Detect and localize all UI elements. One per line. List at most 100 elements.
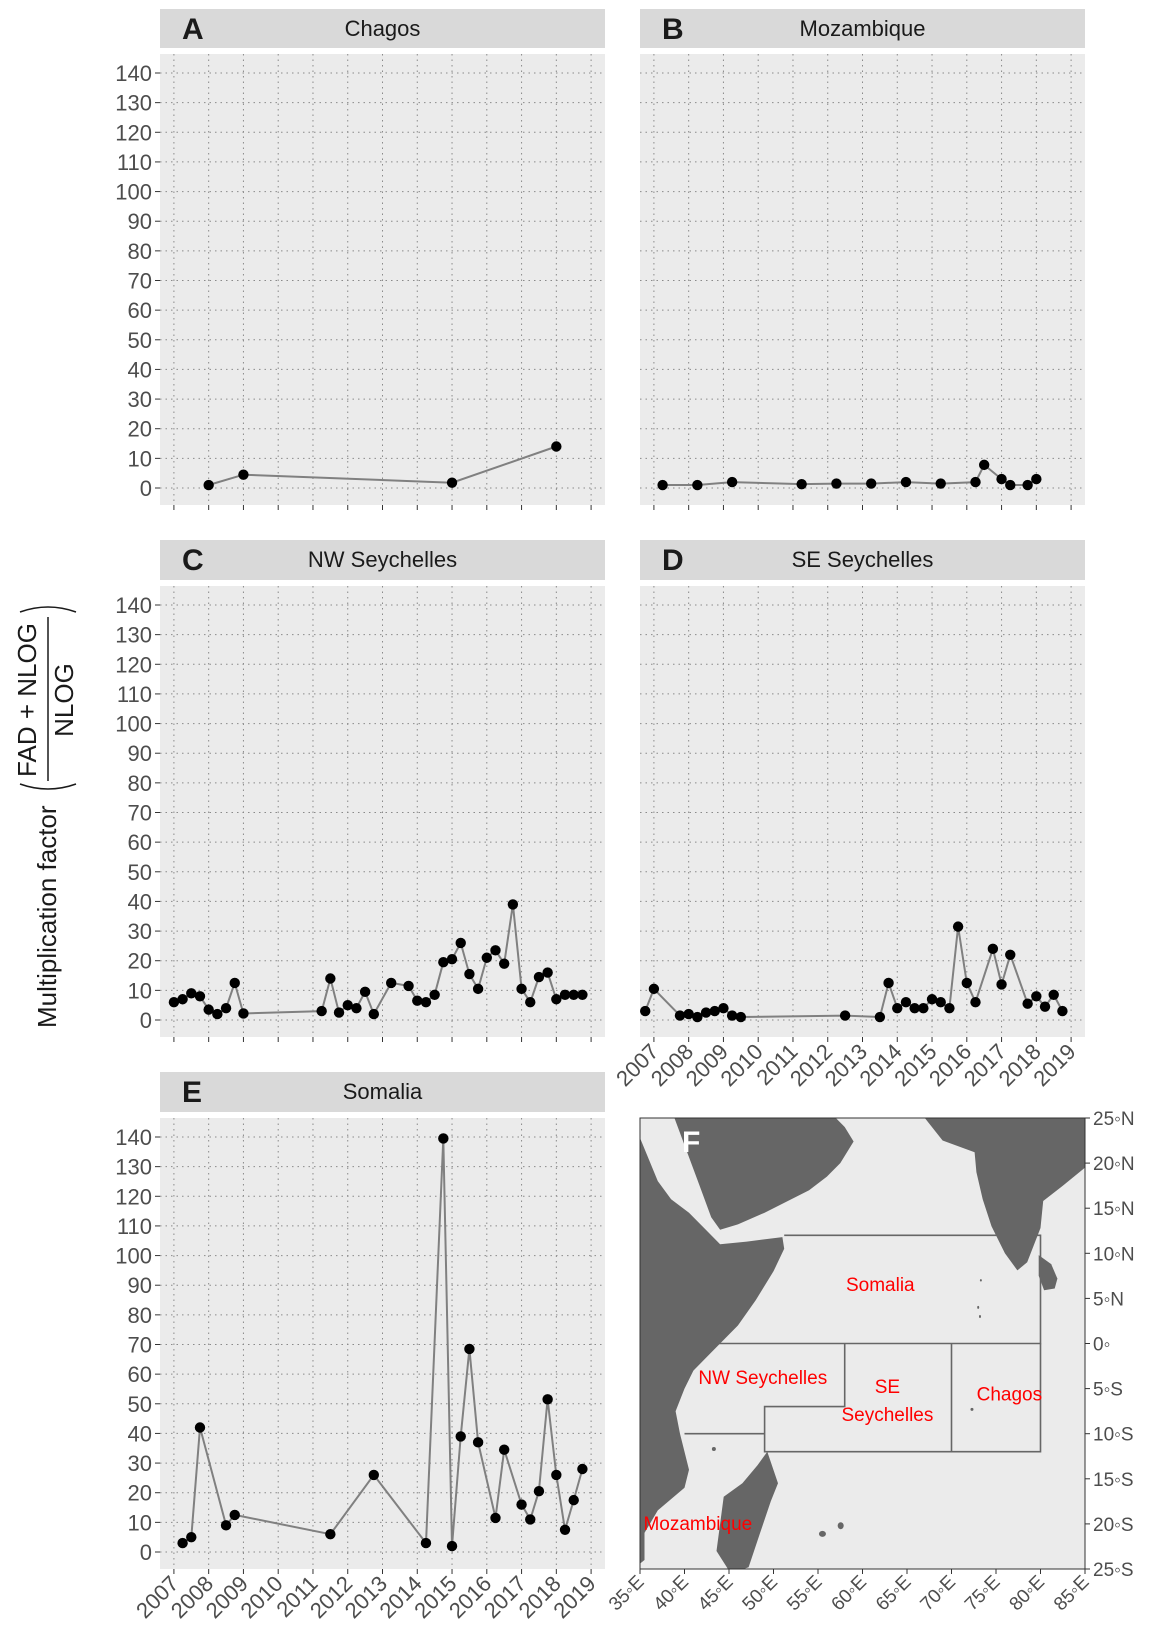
panel-b: B Mozambique (640, 9, 1085, 510)
data-point (186, 988, 197, 999)
data-point (455, 937, 466, 949)
mauritius (837, 1522, 844, 1530)
panel-title: Chagos (345, 16, 421, 41)
panel-strip (160, 1072, 605, 1112)
reunion (818, 1530, 826, 1537)
panel-letter: F (682, 1126, 700, 1159)
panel-strip (640, 9, 1085, 48)
data-point (1057, 1005, 1068, 1017)
panel-c: C NW Seychelles 0 10 20 30 40 50 60 70 80 90 100 110 1… (115, 540, 605, 1042)
data-point (177, 994, 188, 1005)
data-point (900, 476, 912, 488)
lon-tick-label: 50◦E (739, 1572, 783, 1616)
data-point (168, 997, 180, 1008)
y-tick-label: 30 (128, 387, 152, 412)
data-point (640, 1005, 651, 1017)
lat-tick-label: 15◦S (1093, 1470, 1134, 1491)
data-point (542, 1394, 553, 1405)
data-point (368, 1469, 380, 1481)
y-tick-label: 20 (128, 949, 152, 974)
data-point (559, 1524, 571, 1535)
data-point (892, 1002, 903, 1014)
data-point (909, 1002, 920, 1014)
y-tick-label: 70 (128, 801, 152, 826)
lon-tick-label: 75◦E (961, 1572, 1005, 1616)
lon-tick-label: 65◦E (872, 1572, 916, 1616)
africa (640, 1137, 785, 1564)
data-point (709, 1005, 720, 1017)
madagascar (716, 1451, 778, 1569)
lat-tick-label: 5◦S (1093, 1380, 1123, 1401)
region-label: SE (875, 1377, 900, 1398)
lat-tick-label: 25◦N (1093, 1109, 1135, 1130)
data-point (446, 1540, 458, 1552)
y-tick-label: 50 (128, 328, 152, 353)
lat-tick-label: 5◦N (1093, 1289, 1124, 1310)
data-point (238, 1008, 249, 1019)
data-point (551, 441, 562, 452)
data-point (726, 1010, 738, 1021)
y-tick-label: 130 (115, 1155, 152, 1180)
data-point (692, 479, 703, 491)
boundary-seychelles-chagos (763, 1343, 1042, 1453)
lon-tick-label: 35◦E (605, 1572, 649, 1616)
data-point (726, 476, 738, 488)
data-point (839, 1010, 851, 1021)
panel-strip (160, 9, 605, 48)
panel-a: A Chagos 0 10 20 30 40 50 60 70 80 90 100 110 120 130 14… (115, 9, 605, 510)
panel-strip (640, 540, 1085, 580)
maldives-2 (978, 1314, 981, 1318)
data-point (525, 1514, 536, 1525)
data-point (996, 473, 1007, 485)
y-axis-title-text: Multiplication factor (32, 805, 62, 1028)
y-tick-label: 70 (128, 269, 152, 294)
y-axis-title: Multiplication factor FAD + NLOG NLOG (12, 606, 79, 1028)
lon-tick-label: 80◦E (1006, 1572, 1050, 1616)
data-point (516, 983, 527, 995)
panel-d: D SE Seychelles20072008200920102011201220… (611, 540, 1085, 1091)
data-point (692, 1011, 703, 1023)
y-tick-label: 60 (128, 830, 152, 855)
y-tick-label: 80 (128, 239, 152, 264)
y-axis-title-paren-close (19, 783, 77, 790)
lat-tick-label: 25◦S (1093, 1560, 1134, 1581)
region-label: NW Seychelles (698, 1368, 827, 1389)
data-point (186, 1531, 197, 1543)
data-point (229, 1509, 240, 1521)
data-point (970, 997, 981, 1008)
data-point (1005, 949, 1016, 960)
panel-letter: D (662, 544, 684, 577)
data-point (559, 989, 571, 1001)
data-point (970, 476, 981, 488)
data-point (490, 1512, 501, 1524)
data-point (874, 1011, 886, 1023)
data-point (429, 989, 440, 1001)
data-point (718, 1002, 729, 1014)
y-tick-label: 40 (128, 1421, 152, 1446)
data-point (1048, 989, 1059, 1001)
lon-tick-label: 55◦E (783, 1572, 827, 1616)
lon-tick-label: 85◦E (1050, 1572, 1094, 1616)
y-tick-label: 20 (128, 417, 152, 442)
data-point (342, 999, 353, 1011)
data-point (533, 1486, 545, 1497)
data-point (229, 977, 240, 989)
data-point (359, 986, 371, 998)
region-label: Seychelles (841, 1405, 933, 1426)
data-point (568, 1494, 579, 1506)
data-point (238, 469, 249, 480)
data-point (212, 1008, 223, 1020)
y-tick-label: 100 (115, 1244, 152, 1269)
y-tick-label: 130 (115, 91, 152, 116)
data-point (1022, 998, 1033, 1009)
y-tick-label: 90 (128, 1273, 152, 1298)
data-point (177, 1537, 188, 1549)
panel-letter: E (182, 1076, 202, 1109)
y-tick-label: 140 (115, 61, 152, 86)
panel-strip (160, 540, 605, 580)
y-tick-label: 100 (115, 180, 152, 205)
y-tick-label: 140 (115, 1125, 152, 1150)
panel-letter: B (662, 13, 684, 46)
data-point (333, 1007, 345, 1018)
y-tick-label: 30 (128, 919, 152, 944)
